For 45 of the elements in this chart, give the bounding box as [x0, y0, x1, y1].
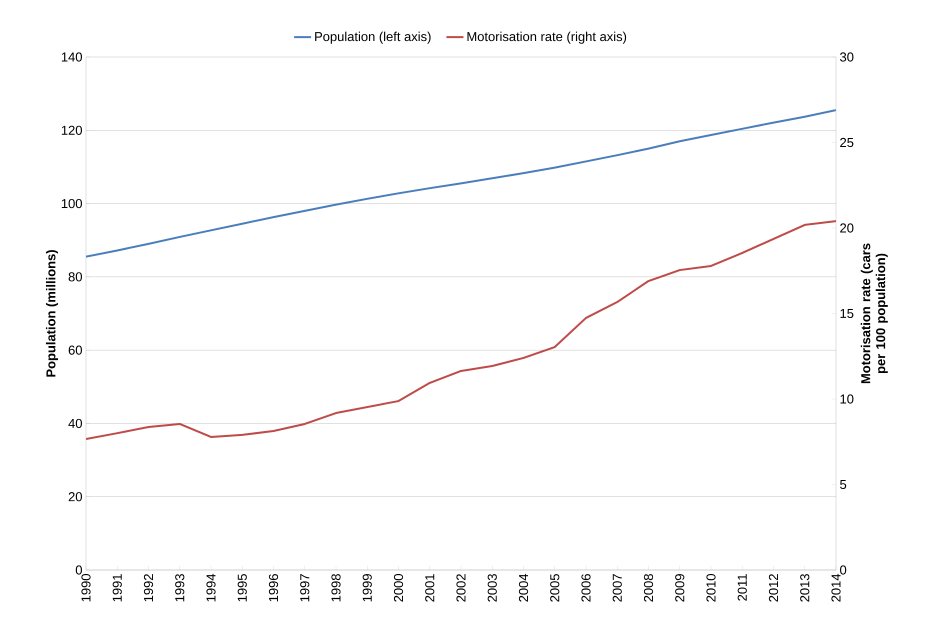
y2-tick-label: 25: [840, 138, 854, 148]
y-tick-label: 40: [68, 418, 82, 428]
x-tick-label: 1999: [362, 574, 372, 602]
y-tick-label: 140: [62, 52, 82, 62]
x-tick-label: 1992: [144, 574, 154, 602]
x-tick-label: 2003: [488, 574, 497, 602]
x-tick-label: 1991: [112, 574, 122, 602]
y2-tick-label: 20: [840, 223, 854, 233]
x-tick-label: 1997: [300, 574, 310, 602]
x-tick-label: 2006: [581, 574, 591, 602]
x-tick-label: 1998: [331, 574, 341, 602]
y-tick-label: 0: [76, 565, 82, 575]
y-tick-label: 80: [68, 272, 82, 282]
x-tick-label: 2010: [706, 574, 716, 602]
x-tick-label: 2013: [800, 574, 810, 602]
line-series: [86, 109, 836, 258]
x-tick-label: 2002: [456, 574, 466, 602]
y-tick-label: 20: [68, 492, 82, 502]
y-tick-label: 100: [62, 198, 82, 208]
x-tick-label: 2000: [394, 574, 404, 602]
x-tick-label: 2012: [768, 574, 778, 602]
legend-label: Motorisation rate (right axis): [467, 32, 626, 44]
y2-tick-label: 15: [840, 308, 854, 318]
y2-tick-label: 30: [840, 52, 854, 62]
x-tick-label: 2007: [612, 574, 622, 602]
x-tick-label: 2001: [425, 574, 434, 602]
legend-label: Population (left axis): [315, 32, 431, 44]
x-tick-label: 1990: [81, 574, 91, 602]
x-tick-label: 1994: [206, 574, 216, 602]
x-tick-label: 1993: [175, 574, 184, 602]
y2-tick-label: 0: [840, 565, 846, 575]
y2-axis-title: Motorisation rate (cars per 100 population): [860, 244, 888, 384]
x-tick-label: 2009: [675, 574, 684, 602]
y2-tick-label: 10: [840, 394, 854, 404]
x-tick-label: 1995: [238, 574, 247, 602]
x-tick-label: 2011: [738, 574, 747, 601]
x-tick-label: 2005: [550, 574, 560, 602]
x-tick-label: 2004: [518, 574, 528, 602]
y-axis-title: Population (millions): [46, 250, 58, 377]
y-tick-label: 60: [68, 346, 82, 355]
x-tick-label: 2008: [644, 574, 654, 602]
y2-tick-label: 5: [840, 480, 846, 490]
y-tick-label: 120: [62, 126, 82, 135]
x-tick-label: 2014: [831, 574, 841, 602]
x-tick-label: 1996: [268, 574, 278, 602]
